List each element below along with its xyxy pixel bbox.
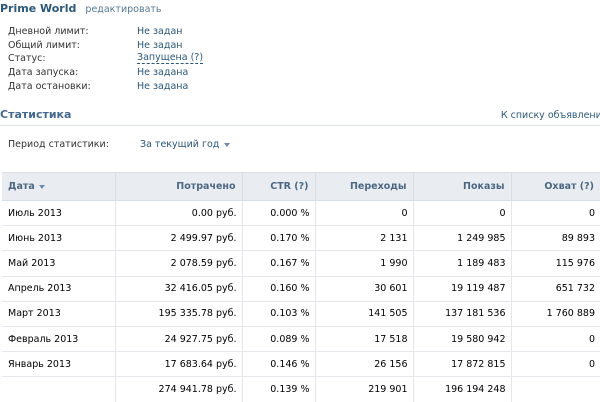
cell-reach: 0 [510,326,600,353]
cell-impressions: 1 249 985 [412,225,511,252]
table-row: Июнь 2013 2 499.97 руб. 0.170 % 2 131 1 … [2,225,600,252]
table-row: Май 2013 2 078.59 руб. 0.167 % 1 990 1 1… [2,250,600,277]
period-label: Период статистики: [8,139,109,150]
page-header: Prime World редактировать [0,2,162,18]
column-header-impressions[interactable]: Показы [412,172,511,201]
cell-reach: 89 893 [510,225,600,252]
cell-ctr: 0.146 % [241,351,315,378]
stop-date-label: Дата остановки: [8,80,91,92]
info-row-status: Статус: Запущена (?) [8,52,204,66]
cell-spent: 195 335.78 руб. [114,301,242,327]
start-date-label: Дата запуска: [8,67,79,79]
app-title: Prime World [0,2,77,15]
total-cell-ctr: 0.139 % [241,376,315,402]
cell-date: Март 2013 [2,301,115,327]
cell-impressions: 19 580 942 [412,326,511,353]
table-header-row: Дата Потрачено CTR (?) Переходы Показы О… [2,172,600,201]
table-row: Апрель 2013 32 416.05 руб. 0.160 % 30 60… [2,276,600,302]
column-header-date[interactable]: Дата [2,172,115,201]
statistics-table: Дата Потрачено CTR (?) Переходы Показы О… [2,172,600,402]
total-cell-spent: 274 941.78 руб. [114,376,242,402]
table-row: Март 2013 195 335.78 руб. 0.103 % 141 50… [2,301,600,327]
cell-clicks: 141 505 [314,301,413,327]
column-header-ctr[interactable]: CTR (?) [241,172,315,201]
total-cell-date [2,377,115,402]
cell-clicks: 17 518 [314,326,413,353]
cell-impressions: 17 872 815 [412,351,511,378]
cell-impressions: 137 181 536 [412,301,511,327]
cell-reach: 115 976 [510,250,600,277]
cell-clicks: 26 156 [314,351,413,378]
statistics-section-header: Статистика К списку объявлений [0,108,600,126]
cell-spent: 2 078.59 руб. [114,250,242,277]
section-title: Статистика [0,108,72,121]
status-label: Статус: [8,53,46,65]
cell-ctr: 0.170 % [241,225,315,252]
cell-ctr: 0.160 % [241,276,315,302]
cell-date: Май 2013 [2,250,115,277]
total-cell-impressions: 196 194 248 [412,376,511,402]
caret-down-icon [224,142,231,147]
cell-date: Июль 2013 [2,200,115,227]
cell-ctr: 0.089 % [241,326,315,353]
total-cell-reach [510,376,600,402]
cell-reach: 0 [510,200,600,227]
cell-reach: 0 [510,351,600,378]
cell-ctr: 0.167 % [241,250,315,277]
column-header-clicks[interactable]: Переходы [314,172,413,201]
period-dropdown[interactable]: За текущий год [140,139,231,150]
edit-link[interactable]: редактировать [85,4,162,15]
cell-date: Февраль 2013 [2,326,115,353]
cell-ctr: 0.000 % [241,200,315,227]
cell-reach: 1 760 889 [510,301,600,327]
daily-limit-value: Не задан [137,26,183,38]
cell-clicks: 1 990 [314,250,413,277]
cell-impressions: 1 189 483 [412,250,511,277]
cell-clicks: 2 131 [314,225,413,252]
cell-spent: 32 416.05 руб. [114,276,242,302]
cell-spent: 2 499.97 руб. [114,225,242,252]
info-row-daily-limit: Дневной лимит: Не задан [8,25,203,39]
cell-impressions: 0 [412,200,511,227]
cell-clicks: 30 601 [314,276,413,302]
total-limit-value: Не задан [137,39,183,51]
total-cell-clicks: 219 901 [314,376,413,402]
cell-clicks: 0 [314,200,413,227]
period-selector: Период статистики: За текущий год [8,139,231,150]
info-row-start-date: Дата запуска: Не задана [8,66,203,80]
table-total-row: 274 941.78 руб. 0.139 % 219 901 196 194 … [2,376,600,402]
start-date-value: Не задана [137,67,189,79]
period-value: За текущий год [140,139,220,150]
back-to-ads-link[interactable]: К списку объявлений [500,110,600,121]
cell-spent: 17 683.64 руб. [114,351,242,378]
cell-spent: 24 927.75 руб. [114,326,242,353]
cell-ctr: 0.103 % [241,301,315,327]
column-header-reach[interactable]: Охват (?) [510,172,600,201]
table-row: Июль 2013 0.00 руб. 0.000 % 0 0 0 [2,200,600,227]
cell-date: Апрель 2013 [2,276,115,302]
info-row-stop-date: Дата остановки: Не задана [8,79,203,93]
table-row: Февраль 2013 24 927.75 руб. 0.089 % 17 5… [2,326,600,353]
stop-date-value: Не задана [137,80,189,92]
cell-impressions: 19 119 487 [412,276,511,302]
status-link[interactable]: Запущена (?) [137,52,204,65]
cell-reach: 651 732 [510,276,600,302]
table-row: Январь 2013 17 683.64 руб. 0.146 % 26 15… [2,351,600,378]
info-row-total-limit: Общий лимит: Не задан [8,39,203,53]
sort-caret-down-icon [38,184,45,189]
cell-spent: 0.00 руб. [114,200,242,227]
campaign-info: Дневной лимит: Не задан Общий лимит: Не … [8,25,204,93]
cell-date: Июнь 2013 [2,225,115,252]
column-header-spent[interactable]: Потрачено [114,172,242,201]
total-limit-label: Общий лимит: [8,39,80,51]
cell-date: Январь 2013 [2,351,115,378]
daily-limit-label: Дневной лимит: [8,26,89,38]
